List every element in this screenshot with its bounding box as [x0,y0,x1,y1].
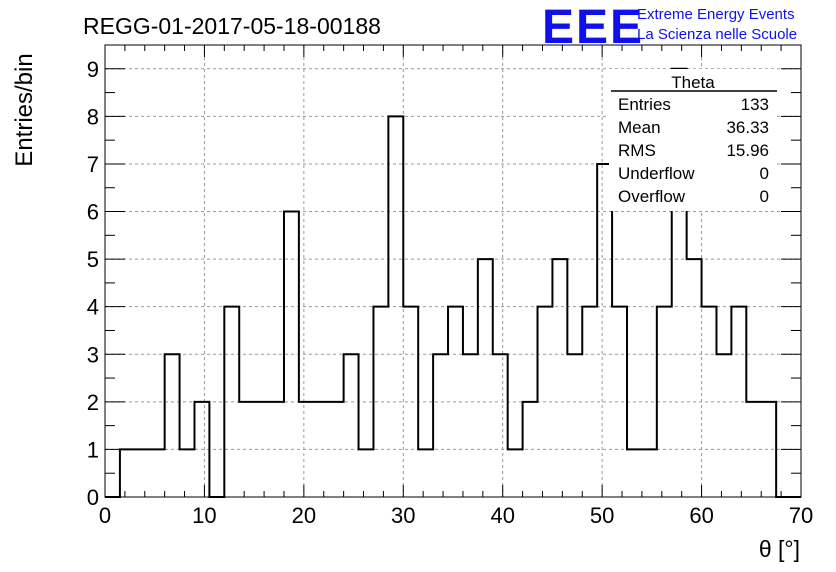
stats-label-entries: Entries [618,95,671,114]
y-tick-label: 1 [87,437,99,462]
stats-value-rms: 15.96 [726,141,769,160]
stats-box-background [609,69,777,211]
y-tick-label: 5 [87,247,99,272]
eee-logo-line2: La Scienza nelle Scuole [637,26,797,43]
eee-logo-line1: Extreme Energy Events [637,6,795,23]
eee-logo-letters: EEE [542,1,644,54]
y-tick-label: 8 [87,104,99,129]
x-tick-label: 70 [789,503,813,528]
x-tick-label: 50 [590,503,614,528]
stats-value-overflow: 0 [760,187,769,206]
plot-frame [104,44,802,498]
x-tick-label: 60 [689,503,713,528]
x-tick-label: 20 [292,503,316,528]
stats-label-rms: RMS [618,141,656,160]
x-tick-label: 10 [192,503,216,528]
x-tick-label: 40 [490,503,514,528]
y-tick-label: 3 [87,342,99,367]
y-tick-label: 9 [87,57,99,82]
y-tick-label: 0 [87,485,99,510]
x-tick-label: 30 [391,503,415,528]
axis-ticks [104,44,802,498]
histogram-step-line [105,67,801,498]
eee-logo: EEE Extreme Energy Events La Scienza nel… [542,1,797,54]
stats-label-mean: Mean [618,118,661,137]
stats-label-overflow: Overflow [618,187,686,206]
stats-value-mean: 36.33 [726,118,769,137]
x-tick-labels: 0 10 20 30 40 50 60 70 [99,503,813,528]
y-tick-label: 7 [87,152,99,177]
y-tick-labels: 0 1 2 3 4 5 6 7 8 9 [87,57,99,510]
stats-label-underflow: Underflow [618,164,695,183]
stats-value-underflow: 0 [760,164,769,183]
chart-title: REGG-01-2017-05-18-00188 [83,13,381,39]
x-axis-label: θ [°] [759,536,800,562]
stats-box: Theta Entries 133 Mean 36.33 RMS 15.96 U… [609,69,777,211]
stats-value-entries: 133 [741,95,769,114]
y-tick-label: 2 [87,390,99,415]
stats-title: Theta [671,73,715,92]
y-tick-label: 6 [87,200,99,225]
y-axis-label: Entries/bin [11,53,38,166]
x-tick-label: 0 [99,503,111,528]
y-tick-label: 4 [87,295,99,320]
